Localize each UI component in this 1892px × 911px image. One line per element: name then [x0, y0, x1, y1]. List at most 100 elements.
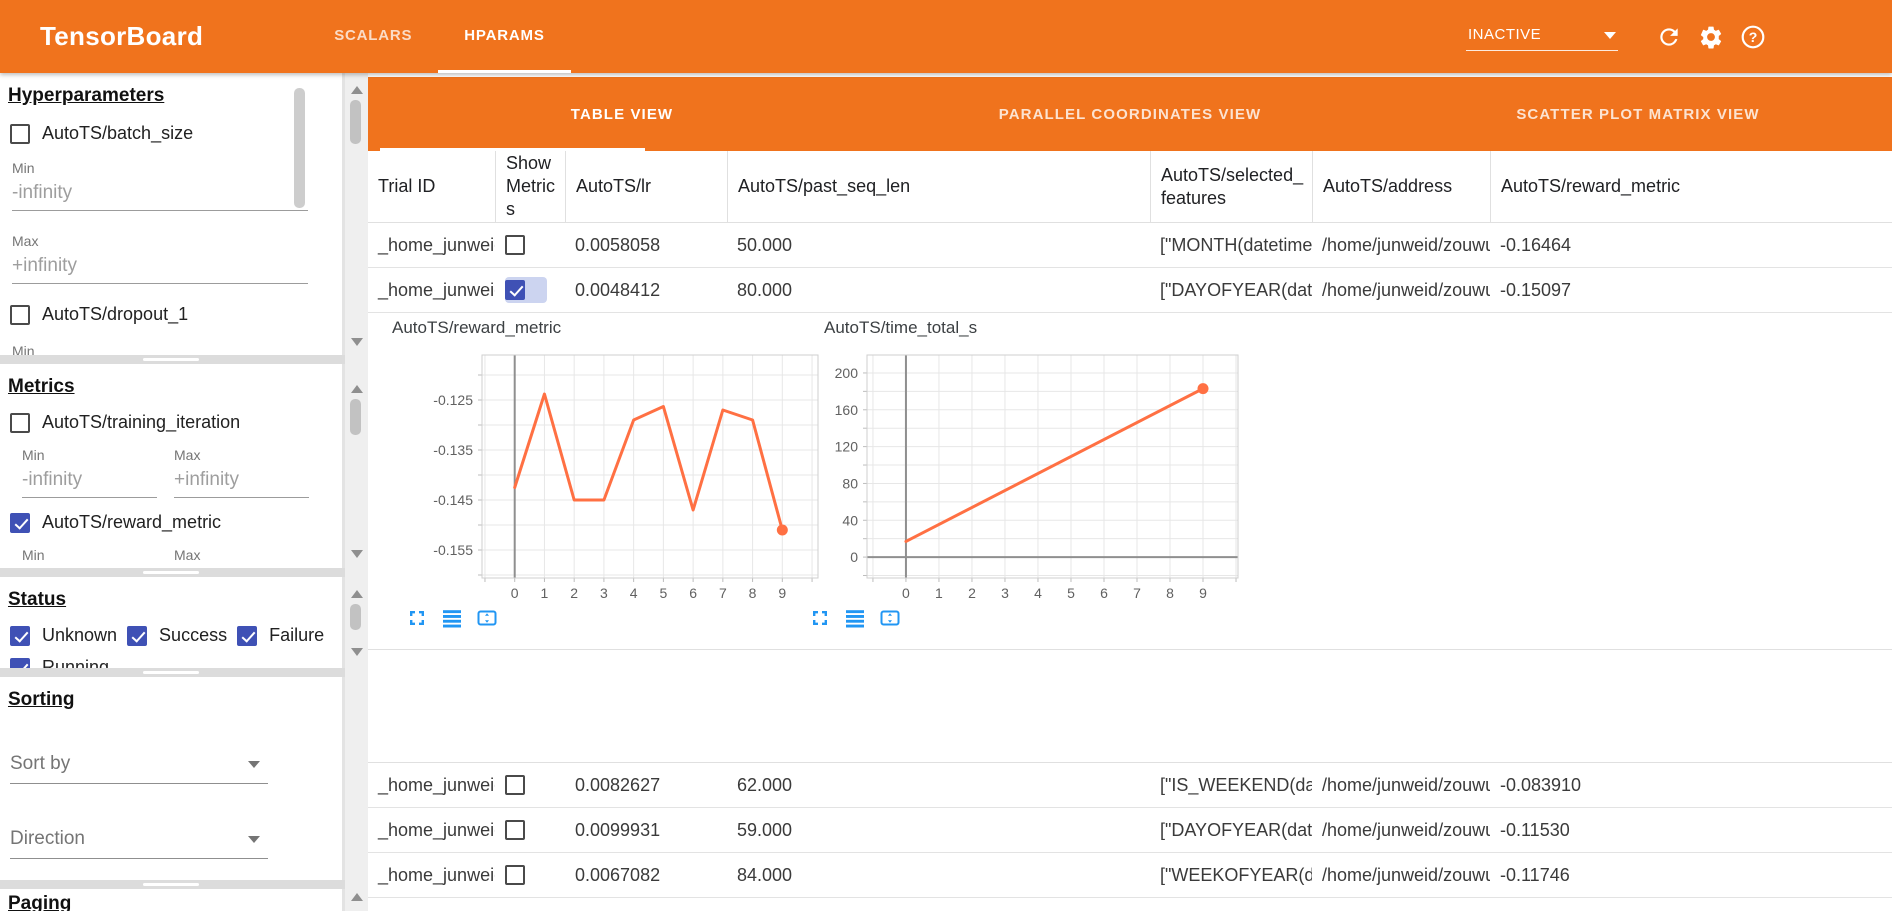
svg-text:2: 2	[968, 585, 976, 601]
data-table-icon[interactable]	[440, 606, 464, 630]
checkbox-dropout-1[interactable]	[10, 304, 30, 325]
show-metrics-checkbox[interactable]	[505, 820, 525, 840]
cell-lr: 0.0099931	[575, 819, 661, 840]
section-resize-divider[interactable]	[0, 668, 368, 677]
svg-text:9: 9	[778, 585, 786, 601]
cell-past-seq-len: 62.000	[737, 774, 793, 795]
data-table-icon[interactable]	[843, 606, 867, 630]
batch-size-min-input[interactable]	[12, 180, 308, 211]
cell-selected-features: ["DAYOFYEAR(datetime…	[1160, 819, 1312, 840]
svg-text:0: 0	[902, 585, 910, 601]
show-metrics-checkbox[interactable]	[505, 775, 525, 795]
checkbox-reward-metric[interactable]	[10, 512, 30, 533]
cell-trial-id: _home_junweid_z…	[378, 819, 495, 840]
tab-scatter-plot-matrix-view[interactable]: SCATTER PLOT MATRIX VIEW	[1516, 105, 1760, 123]
cell-lr: 0.0067082	[575, 864, 661, 885]
svg-text:8: 8	[749, 585, 757, 601]
scroll-up-icon[interactable]	[351, 893, 363, 901]
cell-lr: 0.0082627	[575, 774, 661, 795]
table-row: _home_junweid_z… 0.0067082 84.000 ["WEEK…	[368, 853, 1892, 898]
fit-domain-icon[interactable]	[878, 606, 902, 630]
svg-text:-0.135: -0.135	[433, 442, 473, 458]
checkbox-status-failure[interactable]	[237, 625, 258, 646]
training-iteration-min-input[interactable]	[22, 467, 157, 498]
sort-by-select[interactable]: Sort by	[10, 753, 268, 784]
sidebar-section-sorting: Sorting Sort by Direction	[0, 677, 342, 880]
checkbox-status-running[interactable]	[10, 657, 30, 668]
cell-selected-features: ["DAYOFYEAR(datetime…	[1160, 279, 1312, 300]
cell-selected-features: ["WEEKOFYEAR(dateti…	[1160, 864, 1312, 885]
scroll-up-icon[interactable]	[351, 86, 363, 94]
param-label-batch-size: AutoTS/batch_size	[42, 123, 194, 143]
svg-text:40: 40	[842, 512, 858, 528]
section-resize-divider[interactable]	[0, 568, 368, 577]
direction-select[interactable]: Direction	[10, 828, 268, 859]
show-metrics-checkbox[interactable]	[505, 865, 525, 885]
svg-text:3: 3	[1001, 585, 1009, 601]
fullscreen-icon[interactable]	[405, 606, 429, 630]
tab-parallel-coordinates-view[interactable]: PARALLEL COORDINATES VIEW	[998, 105, 1262, 123]
tab-table-view[interactable]: TABLE VIEW	[570, 105, 674, 123]
scrollbar-thumb[interactable]	[350, 604, 361, 630]
svg-text:8: 8	[1166, 585, 1174, 601]
column-header-selected-features[interactable]: AutoTS/selected_features	[1150, 151, 1312, 222]
tab-hparams[interactable]: HPARAMS	[438, 0, 571, 73]
tab-scalars[interactable]: SCALARS	[334, 26, 413, 44]
scrollbar-thumb[interactable]	[350, 399, 361, 435]
scroll-up-icon[interactable]	[351, 590, 363, 598]
table-row: _home_junweid_z… 0.0058058 50.000 ["MONT…	[368, 223, 1892, 268]
scroll-down-icon[interactable]	[351, 338, 363, 346]
column-header-address[interactable]: AutoTS/address	[1312, 151, 1490, 222]
scrollbar-thumb[interactable]	[350, 100, 361, 144]
column-header-lr[interactable]: AutoTS/lr	[565, 151, 727, 222]
run-status-value: INACTIVE	[1468, 26, 1542, 43]
time-total-line-chart[interactable]: 0 40 80 120 160 200 0 1 2 3 4 5 6 7 8 9	[824, 346, 1244, 608]
section-resize-divider[interactable]	[0, 355, 368, 364]
hyperparameters-heading: Hyperparameters	[8, 85, 165, 106]
sidebar-section-metrics: Metrics AutoTS/training_iteration Min Ma…	[0, 364, 342, 568]
expanded-row-spacer	[368, 650, 1892, 763]
column-header-past-seq-len[interactable]: AutoTS/past_seq_len	[727, 151, 1150, 222]
cell-past-seq-len: 84.000	[737, 864, 793, 885]
cell-address: /home/junweid/zouwu/aut…	[1322, 234, 1490, 255]
svg-text:-0.125: -0.125	[433, 392, 473, 408]
checkbox-status-unknown[interactable]	[10, 625, 30, 646]
svg-text:-0.145: -0.145	[433, 492, 473, 508]
dropdown-caret-icon	[248, 761, 260, 768]
column-header-reward-metric[interactable]: AutoTS/reward_metric	[1490, 151, 1892, 222]
table-row: _home_junweid_z… 0.0099931 59.000 ["DAYO…	[368, 808, 1892, 853]
reward-metric-line-chart[interactable]: -0.125 -0.135 -0.145 -0.155 0 1 2 3 4 5 6 7 8 9	[392, 346, 822, 608]
svg-text:4: 4	[1034, 585, 1042, 601]
svg-text:80: 80	[842, 475, 858, 491]
refresh-icon[interactable]	[1656, 24, 1682, 50]
fullscreen-icon[interactable]	[808, 606, 832, 630]
main-pane-top-strip	[368, 73, 1892, 77]
help-icon[interactable]: ?	[1740, 24, 1766, 50]
show-metrics-checkbox[interactable]	[505, 235, 525, 255]
active-tab-indicator	[380, 148, 645, 151]
cell-trial-id: _home_junweid_z…	[378, 864, 495, 885]
checkbox-training-iteration[interactable]	[10, 412, 30, 433]
show-metrics-checkbox[interactable]	[505, 280, 525, 300]
hyperparameters-scrollbar-thumb[interactable]	[294, 88, 305, 208]
status-label-failure: Failure	[269, 625, 325, 645]
settings-gear-icon[interactable]	[1698, 24, 1724, 50]
cell-past-seq-len: 59.000	[737, 819, 793, 840]
scroll-down-icon[interactable]	[351, 648, 363, 656]
cell-lr: 0.0058058	[575, 234, 661, 255]
sidebar-scroll-gutter	[345, 73, 368, 911]
sort-by-value: Sort by	[10, 753, 71, 774]
dropdown-caret-icon	[248, 836, 260, 843]
checkbox-batch-size[interactable]	[10, 123, 30, 144]
fit-domain-icon[interactable]	[475, 606, 499, 630]
scroll-up-icon[interactable]	[351, 385, 363, 393]
column-header-trial-id[interactable]: Trial ID	[378, 176, 436, 196]
run-status-dropdown[interactable]: INACTIVE	[1466, 22, 1618, 51]
svg-text:1: 1	[935, 585, 943, 601]
checkbox-status-success[interactable]	[127, 625, 148, 646]
training-iteration-max-input[interactable]	[174, 467, 309, 498]
section-resize-divider[interactable]	[0, 880, 368, 889]
batch-size-max-input[interactable]	[12, 253, 308, 284]
scroll-down-icon[interactable]	[351, 550, 363, 558]
sidebar-section-paging: Paging	[0, 889, 342, 911]
